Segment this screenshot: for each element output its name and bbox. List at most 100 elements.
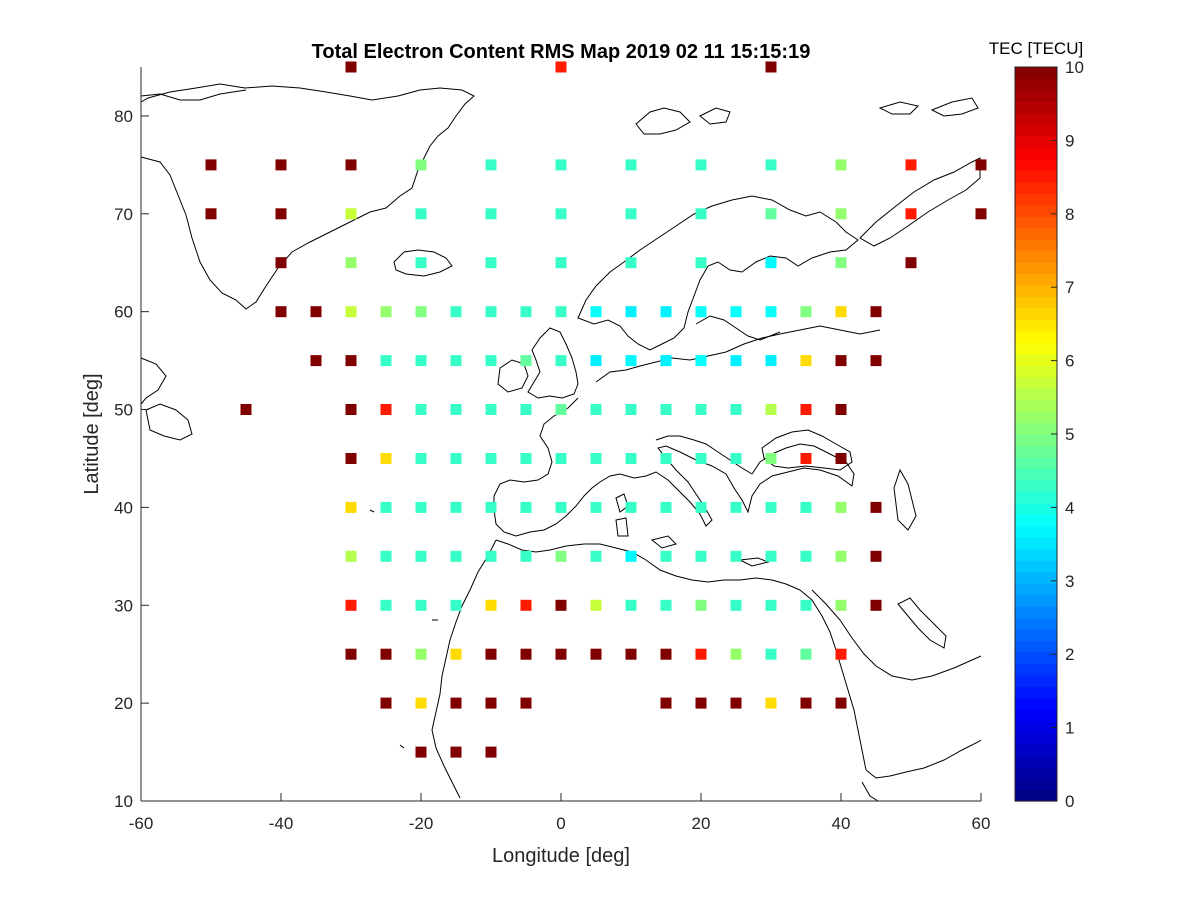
tec-marker bbox=[345, 550, 357, 562]
tec-marker bbox=[905, 208, 917, 220]
tec-marker bbox=[800, 697, 812, 709]
tec-marker bbox=[835, 697, 847, 709]
colorbar-band bbox=[1015, 388, 1057, 401]
tec-marker bbox=[870, 306, 882, 318]
colorbar-title: TEC [TECU] bbox=[989, 39, 1083, 58]
tec-marker bbox=[660, 404, 672, 415]
tec-marker bbox=[450, 453, 462, 464]
colorbar-gradient bbox=[1015, 67, 1057, 802]
tec-marker bbox=[765, 257, 777, 269]
tec-marker bbox=[555, 648, 567, 660]
tec-marker bbox=[905, 257, 917, 269]
tec-marker bbox=[485, 648, 497, 660]
tec-marker bbox=[695, 453, 707, 464]
tec-marker bbox=[695, 599, 707, 611]
colorbar: TEC [TECU] 0 1 2 3 4 5 6 7 8 9 10 bbox=[989, 39, 1084, 811]
colorbar-tick-label: 2 bbox=[1065, 645, 1074, 664]
colorbar-band bbox=[1015, 514, 1057, 527]
tec-marker bbox=[730, 550, 742, 562]
x-tick-label: 40 bbox=[832, 814, 851, 833]
colorbar-tick-label: 5 bbox=[1065, 425, 1074, 444]
colorbar-band bbox=[1015, 78, 1057, 91]
colorbar-band bbox=[1015, 216, 1057, 229]
tec-marker bbox=[415, 501, 427, 513]
y-tick-label: 10 bbox=[114, 792, 133, 811]
tec-marker bbox=[590, 453, 602, 464]
tec-marker bbox=[520, 599, 532, 611]
tec-marker bbox=[975, 208, 987, 220]
tec-marker bbox=[485, 404, 497, 415]
tec-marker bbox=[835, 453, 847, 464]
y-tick-label: 40 bbox=[114, 498, 133, 517]
tec-marker bbox=[415, 159, 427, 171]
colorbar-band bbox=[1015, 445, 1057, 458]
colorbar-band bbox=[1015, 617, 1057, 630]
tec-marker bbox=[625, 159, 637, 171]
colorbar-band bbox=[1015, 170, 1057, 183]
tec-marker bbox=[765, 404, 777, 415]
colorbar-band bbox=[1015, 651, 1057, 664]
tec-marker bbox=[590, 648, 602, 660]
tec-marker bbox=[660, 306, 672, 318]
tec-marker bbox=[485, 550, 497, 562]
tec-marker bbox=[555, 501, 567, 513]
tec-marker bbox=[450, 697, 462, 709]
tec-marker bbox=[765, 453, 777, 464]
colorbar-band bbox=[1015, 628, 1057, 642]
tec-marker bbox=[765, 208, 777, 220]
colorbar-band bbox=[1015, 284, 1057, 297]
tec-marker bbox=[345, 61, 357, 73]
colorbar-tick-label: 4 bbox=[1065, 498, 1074, 517]
tec-marker bbox=[730, 306, 742, 318]
tec-marker bbox=[345, 159, 357, 171]
tec-marker bbox=[555, 599, 567, 611]
tec-marker bbox=[695, 404, 707, 415]
tec-marker bbox=[380, 648, 392, 660]
tec-marker bbox=[275, 159, 287, 171]
tec-marker bbox=[485, 306, 497, 318]
tec-marker bbox=[730, 404, 742, 415]
tec-marker bbox=[555, 453, 567, 464]
tec-marker bbox=[520, 648, 532, 660]
tec-marker bbox=[835, 501, 847, 513]
tec-marker bbox=[380, 306, 392, 318]
x-tick-label: -60 bbox=[129, 814, 154, 833]
tec-marker bbox=[625, 550, 637, 562]
colorbar-band bbox=[1015, 755, 1057, 768]
tec-marker bbox=[415, 453, 427, 464]
colorbar-band bbox=[1015, 743, 1057, 756]
tec-marker bbox=[590, 306, 602, 318]
colorbar-band bbox=[1015, 147, 1057, 160]
tec-marker bbox=[730, 355, 742, 367]
colorbar-band bbox=[1015, 468, 1057, 481]
colorbar-band bbox=[1015, 181, 1057, 194]
tec-marker bbox=[800, 404, 812, 415]
tec-marker bbox=[765, 355, 777, 367]
colorbar-band bbox=[1015, 376, 1057, 389]
tec-marker bbox=[450, 404, 462, 415]
tec-marker bbox=[205, 159, 217, 171]
colorbar-tick-label: 7 bbox=[1065, 278, 1074, 297]
colorbar-band bbox=[1015, 697, 1057, 710]
tec-marker bbox=[765, 697, 777, 709]
tec-marker bbox=[380, 404, 392, 415]
colorbar-ticks: 0 1 2 3 4 5 6 7 8 9 10 bbox=[1051, 58, 1084, 811]
y-tick-label: 80 bbox=[114, 107, 133, 126]
chart-title: Total Electron Content RMS Map 2019 02 1… bbox=[312, 41, 811, 63]
tec-marker bbox=[835, 550, 847, 562]
tec-marker bbox=[835, 257, 847, 269]
colorbar-band bbox=[1015, 273, 1057, 286]
tec-marker bbox=[415, 648, 427, 660]
tec-marker bbox=[415, 550, 427, 562]
tec-marker bbox=[765, 648, 777, 660]
tec-marker bbox=[625, 355, 637, 367]
y-axis-ticks: 10 20 30 40 50 60 70 80 bbox=[114, 107, 149, 811]
tec-marker bbox=[380, 453, 392, 464]
colorbar-band bbox=[1015, 766, 1057, 779]
colorbar-band bbox=[1015, 307, 1057, 320]
tec-marker bbox=[555, 306, 567, 318]
tec-marker bbox=[835, 355, 847, 367]
tec-marker bbox=[800, 501, 812, 513]
tec-marker bbox=[590, 599, 602, 611]
